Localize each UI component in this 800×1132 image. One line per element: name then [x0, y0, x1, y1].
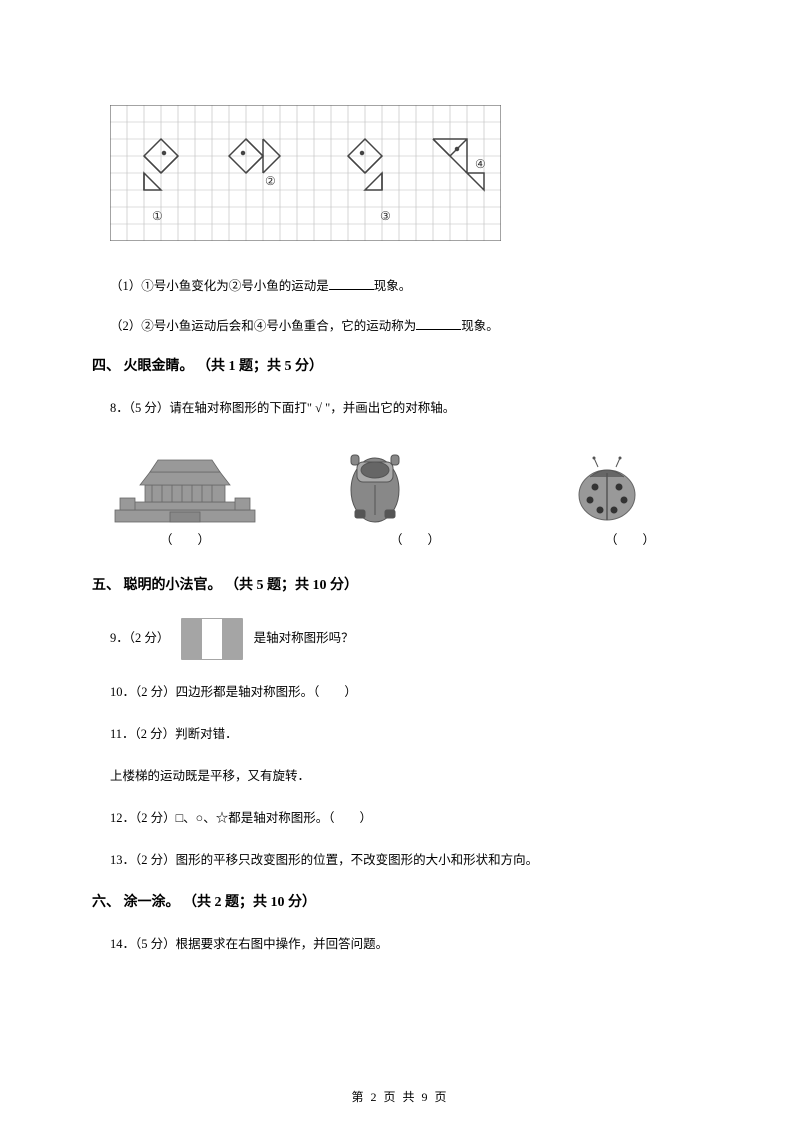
paren-2[interactable]: （ ）	[345, 530, 485, 550]
question-7-sub-1: （1）①号小鱼变化为②号小鱼的运动是 现象。	[110, 276, 708, 296]
q9-prefix: 9．（2 分）	[110, 631, 169, 645]
page-footer: 第 2 页 共 9 页	[0, 1088, 800, 1107]
ladybug-image	[570, 455, 690, 525]
svg-text:②: ②	[265, 174, 276, 188]
question-8: 8．（5 分）请在轴对称图形的下面打" √ "，并画出它的对称轴。	[110, 398, 708, 418]
paren-open: （	[160, 533, 173, 547]
question-12: 12．（2 分）□、○、☆都是轴对称图形。（ ）	[110, 808, 708, 828]
q-sub-2-prefix: （2）②号小鱼运动后会和④号小鱼重合，它的运动称为	[110, 319, 416, 333]
paren-3[interactable]: （ ）	[570, 530, 690, 550]
paren-row: （ ） （ ） （ ）	[110, 530, 690, 550]
blank-2[interactable]	[416, 316, 461, 330]
section-5-heading: 五、 聪明的小法官。 （共 5 题；共 10 分）	[92, 575, 708, 597]
svg-text:④: ④	[475, 157, 486, 171]
symmetry-images-row	[110, 440, 690, 525]
section-4-heading: 四、 火眼金睛。 （共 1 题；共 5 分）	[92, 356, 708, 378]
question-13: 13．（2 分）图形的平移只改变图形的位置，不改变图形的大小和形状和方向。	[110, 850, 708, 870]
question-14: 14．（5 分）根据要求在右图中操作，并回答问题。	[110, 934, 708, 954]
paren-open: （	[390, 533, 403, 547]
svg-text:③: ③	[380, 209, 391, 223]
question-9: 9．（2 分） 是轴对称图形吗？	[110, 618, 708, 660]
q-sub-1-suffix: 现象。	[374, 279, 412, 293]
paren-open: （	[605, 533, 618, 547]
paren-1[interactable]: （ ）	[110, 530, 260, 550]
paren-close: ）	[428, 533, 441, 547]
question-7-sub-2: （2）②号小鱼运动后会和④号小鱼重合，它的运动称为 现象。	[110, 316, 708, 336]
q-sub-1-prefix: （1）①号小鱼变化为②号小鱼的运动是	[110, 279, 329, 293]
flag-image	[181, 618, 243, 660]
grid-fish-diagram: ① ② ③ ④	[110, 105, 708, 241]
question-10: 10．（2 分）四边形都是轴对称图形。（ ）	[110, 682, 708, 702]
section-6-heading: 六、 涂一涂。 （共 2 题；共 10 分）	[92, 892, 708, 914]
paren-close: ）	[198, 533, 211, 547]
svg-text:①: ①	[152, 209, 163, 223]
blank-1[interactable]	[329, 276, 374, 290]
building-image	[110, 450, 260, 525]
q-sub-2-suffix: 现象。	[461, 319, 499, 333]
question-11: 11．（2 分）判断对错．	[110, 724, 708, 744]
paren-close: ）	[643, 533, 656, 547]
q9-suffix: 是轴对称图形吗？	[254, 631, 354, 645]
question-11-body: 上楼梯的运动既是平移，又有旋转．	[110, 766, 708, 786]
car-image	[345, 440, 485, 525]
